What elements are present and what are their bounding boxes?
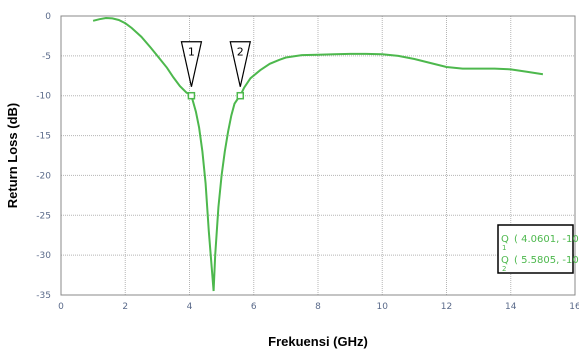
x-tick-label: 10 xyxy=(377,302,389,312)
x-tick-label: 8 xyxy=(315,302,321,312)
marker-flag xyxy=(229,41,252,87)
marker-2: 2 xyxy=(229,41,252,100)
legend-entry-text: ( 5.5805, -10 ) xyxy=(514,255,579,266)
y-axis-ticks: 0 -5 -10 -15 -20 -25 -30 -35 xyxy=(36,12,51,301)
y-tick-label: -30 xyxy=(36,251,51,261)
legend-entry-text: ( 4.0601, -10 ) xyxy=(514,234,579,245)
marker-label: 2 xyxy=(237,46,244,59)
legend-subscript: 1 xyxy=(502,244,506,252)
return-loss-series-line xyxy=(92,16,544,292)
x-tick-label: 12 xyxy=(441,302,452,312)
x-tick-label: 6 xyxy=(251,302,257,312)
y-tick-label: -10 xyxy=(36,92,51,102)
marker-legend: Q1( 4.0601, -10 )Q2( 5.5805, -10 ) xyxy=(497,224,579,274)
y-axis-label: Return Loss (dB) xyxy=(5,103,20,208)
legend-box xyxy=(497,224,574,274)
marker-label: 1 xyxy=(188,46,195,59)
marker-point xyxy=(187,91,196,100)
marker-point xyxy=(236,91,245,100)
x-axis-ticks: 0 2 4 6 8 10 12 14 16 xyxy=(58,302,579,312)
x-tick-label: 2 xyxy=(122,302,128,312)
y-tick-label: 0 xyxy=(45,12,51,22)
y-tick-label: -20 xyxy=(36,171,51,181)
x-tick-label: 14 xyxy=(505,302,517,312)
x-tick-label: 0 xyxy=(58,302,64,312)
x-tick-label: 4 xyxy=(187,302,193,312)
plot-area-frame xyxy=(60,15,576,296)
x-tick-label: 16 xyxy=(569,302,579,312)
y-tick-label: -5 xyxy=(42,52,51,62)
legend-subscript: 2 xyxy=(502,265,506,273)
legend-symbol: Q xyxy=(501,234,509,245)
y-tick-label: -25 xyxy=(36,211,51,221)
legend-symbol: Q xyxy=(501,255,509,266)
marker-flag xyxy=(180,41,203,87)
y-tick-label: -15 xyxy=(36,132,51,142)
x-axis-label: Frekuensi (GHz) xyxy=(268,334,368,349)
marker-1: 1 xyxy=(180,41,203,100)
y-tick-label: -35 xyxy=(36,291,51,301)
